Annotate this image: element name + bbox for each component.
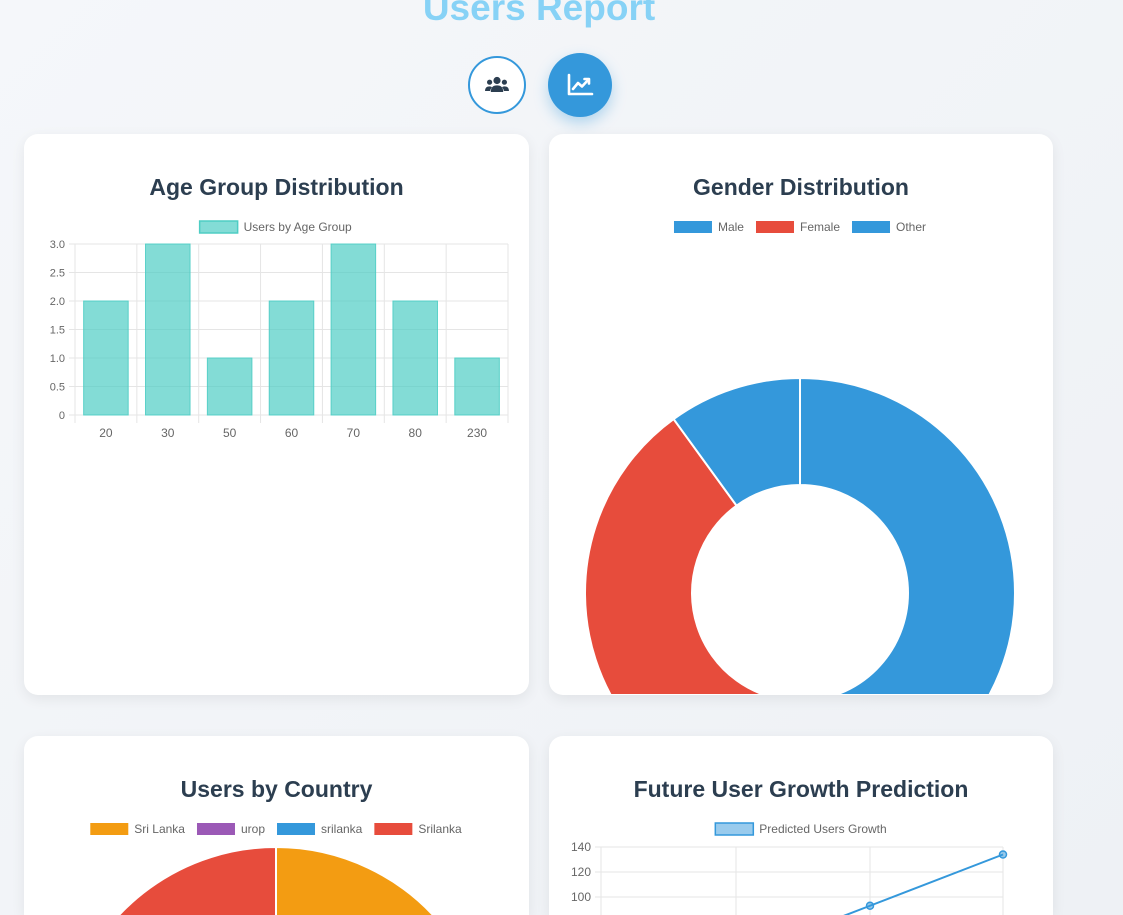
- chart-view-button[interactable]: [548, 53, 612, 117]
- y-tick-label: 2.5: [50, 268, 65, 280]
- pie-slice: [117, 845, 277, 915]
- pie-slice: [584, 417, 765, 694]
- legend-label: Male: [718, 220, 744, 234]
- country-pie-chart: Sri Lanka urop srilanka Srilanka: [90, 822, 462, 915]
- y-tick-label: 0.5: [50, 382, 65, 394]
- x-tick-label: 50: [223, 426, 237, 440]
- legend-label: Sri Lanka: [134, 822, 185, 836]
- legend-swatch: [714, 822, 755, 836]
- bar: [330, 243, 377, 416]
- growth-line-chart: Predicted Users Growth 100 120 140: [571, 822, 1008, 915]
- x-tick-label: 30: [161, 426, 175, 440]
- y-tick-label: 0: [59, 410, 65, 422]
- legend-swatch: [90, 823, 129, 835]
- legend-swatch: [374, 823, 413, 835]
- legend-label: Srilanka: [418, 822, 462, 836]
- legend-swatch: [198, 220, 239, 234]
- x-tick-label: 60: [285, 426, 299, 440]
- page-title: Users Report: [422, 0, 656, 28]
- bar: [206, 357, 253, 416]
- country-title: Users by Country: [180, 776, 373, 802]
- legend-label: urop: [241, 822, 265, 836]
- growth-title: Future User Growth Prediction: [633, 776, 969, 802]
- x-tick-label: 80: [409, 426, 423, 440]
- bar: [454, 357, 500, 416]
- legend-swatch: [755, 221, 794, 233]
- gender-doughnut-chart: Male Female Other: [584, 220, 1016, 694]
- legend-label: Female: [800, 220, 840, 234]
- y-tick-label: 100: [571, 890, 591, 904]
- legend-label: Predicted Users Growth: [759, 822, 886, 836]
- age-distribution-card: Age Group Distribution Users by Age Grou…: [24, 134, 529, 695]
- legend-label: Users by Age Group: [244, 220, 352, 234]
- x-tick-label: 230: [467, 426, 487, 440]
- legend-label: Other: [896, 220, 926, 234]
- gender-distribution-title: Gender Distribution: [693, 174, 909, 200]
- gender-distribution-card: Gender Distribution Male Female Other: [549, 134, 1053, 695]
- chart-line-icon: [567, 73, 594, 96]
- pie-slice: [275, 845, 435, 915]
- y-tick-label: 2.0: [50, 296, 65, 308]
- legend-swatch: [277, 823, 316, 835]
- x-tick-label: 70: [347, 426, 361, 440]
- series-line: [843, 853, 1004, 915]
- growth-card: Future User Growth Prediction Predicted …: [549, 736, 1053, 915]
- country-card: Users by Country Sri Lanka urop srilanka Sr…: [24, 736, 529, 915]
- age-distribution-title: Age Group Distribution: [149, 174, 404, 200]
- y-tick-label: 1.0: [50, 353, 65, 365]
- bar: [392, 300, 438, 416]
- y-tick-label: 120: [571, 865, 591, 879]
- y-tick-label: 3.0: [50, 239, 65, 251]
- age-bar-chart: Users by Age Group 0 0.5 1.0 1.5 2.0 2.5 3.0 20 3…: [50, 220, 509, 440]
- legend-swatch: [852, 221, 891, 233]
- y-tick-label: 140: [571, 840, 591, 854]
- data-point: [865, 901, 875, 910]
- bar: [83, 300, 129, 416]
- x-tick-label: 20: [99, 426, 113, 440]
- legend-swatch: [673, 221, 712, 233]
- users-icon: [485, 76, 509, 92]
- legend-label: srilanka: [321, 822, 363, 836]
- legend-swatch: [196, 823, 235, 835]
- pie-slice: [799, 376, 1016, 694]
- bar: [145, 243, 191, 416]
- bar: [268, 300, 315, 416]
- users-view-button[interactable]: [468, 56, 526, 114]
- pie-slice: [672, 376, 801, 508]
- data-point: [998, 850, 1008, 859]
- y-tick-label: 1.5: [50, 325, 65, 337]
